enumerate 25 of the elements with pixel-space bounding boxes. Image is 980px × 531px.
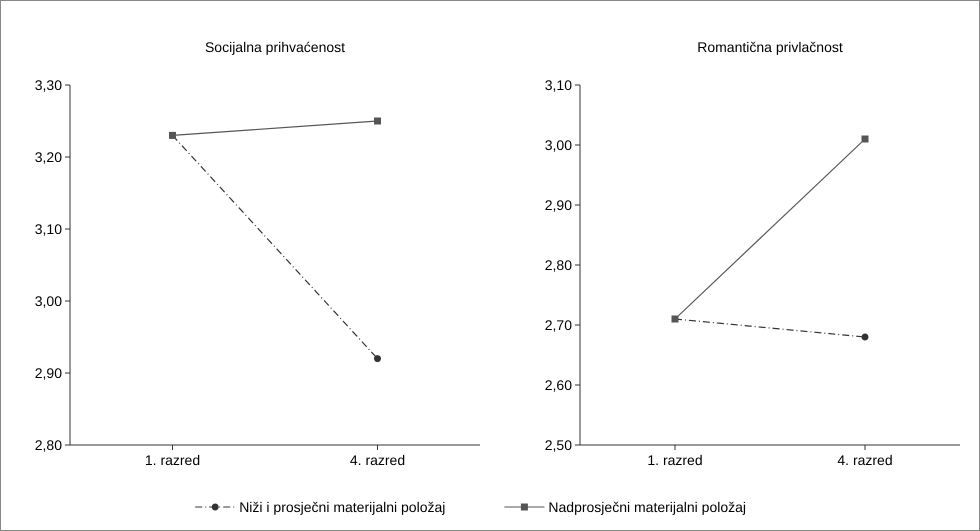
y-tick-label: 2,50 [544, 436, 572, 453]
y-tick-label: 2,70 [544, 316, 572, 333]
y-tick-label: 2,60 [544, 376, 572, 393]
y-tick-label: 3,00 [34, 292, 62, 309]
x-tick-label: 1. razred [144, 452, 200, 468]
y-tick-label: 2,90 [544, 196, 572, 213]
point [374, 355, 381, 362]
legend-label: Niži i prosječni materijalni položaj [239, 498, 446, 515]
y-tick-label: 3,10 [34, 220, 62, 237]
legend-label: Nadprosječni materijalni položaj [548, 498, 746, 515]
y-tick-label: 2,80 [34, 436, 62, 453]
y-tick-label: 2,80 [544, 256, 572, 273]
x-tick-label: 4. razred [837, 452, 893, 468]
point [862, 136, 868, 142]
y-tick-label: 3,10 [544, 76, 572, 93]
chart-title: Socijalna prihvaćenost [204, 39, 346, 55]
y-tick-label: 3,00 [544, 136, 572, 153]
y-tick-label: 3,30 [34, 76, 62, 93]
y-tick-label: 3,20 [34, 148, 62, 165]
x-tick-label: 1. razred [647, 452, 703, 468]
x-tick-label: 4. razred [350, 452, 406, 468]
y-tick-label: 2,90 [34, 364, 62, 381]
point [862, 334, 868, 340]
chart-title: Romantična privlačnost [697, 39, 843, 55]
point [374, 118, 381, 124]
